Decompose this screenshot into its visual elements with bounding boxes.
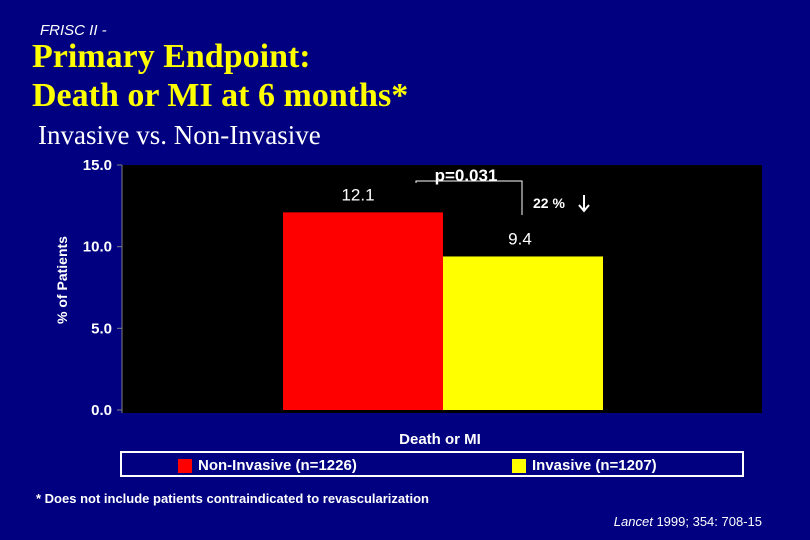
subtitle: Invasive vs. Non-Invasive: [38, 120, 321, 150]
legend-swatch-yellow: [512, 458, 526, 473]
legend-label-invasive: Invasive (n=1207): [532, 457, 657, 474]
p-value-bracket: [415, 180, 523, 215]
down-arrow-icon: [578, 195, 590, 213]
reduction-label: 22 %: [533, 195, 565, 211]
y-tick-label: 15.0: [83, 157, 112, 174]
y-tick-label: 0.0: [91, 402, 112, 419]
citation-detail: 1999; 354: 708-15: [652, 514, 762, 529]
y-axis-label: % of Patients: [54, 236, 70, 324]
y-tick-label: 5.0: [91, 320, 112, 337]
title-line-2: Death or MI at 6 months*: [32, 77, 409, 114]
citation-journal: Lancet: [613, 514, 653, 529]
bracket-line: [415, 180, 523, 215]
footnote: * Does not include patients contraindica…: [36, 491, 429, 506]
legend-swatch-red: [178, 458, 192, 473]
citation: Lancet 1999; 354: 708-15: [614, 514, 762, 529]
data-labels: 12.1 9.4: [341, 185, 531, 248]
legend: Non-Invasive (n=1226) Invasive (n=1207): [120, 451, 744, 477]
y-tick-label: 10.0: [83, 239, 112, 256]
legend-label-non-invasive: Non-Invasive (n=1226): [198, 457, 357, 474]
bar-invasive: [443, 256, 603, 410]
header-tag: FRISC II -: [40, 22, 107, 39]
y-ticks: 0.0 5.0 10.0 15.0: [83, 157, 122, 419]
legend-item-non-invasive: Non-Invasive (n=1226): [178, 457, 357, 474]
p-value-label: p=0.031: [435, 166, 498, 185]
data-label-invasive: 9.4: [508, 229, 532, 248]
bar-non-invasive: [283, 212, 443, 410]
legend-item-invasive: Invasive (n=1207): [512, 457, 657, 474]
data-label-non-invasive: 12.1: [341, 185, 374, 204]
bars: [283, 212, 603, 410]
title-line-1: Primary Endpoint:: [32, 38, 311, 75]
x-axis-label: Death or MI: [399, 431, 481, 448]
